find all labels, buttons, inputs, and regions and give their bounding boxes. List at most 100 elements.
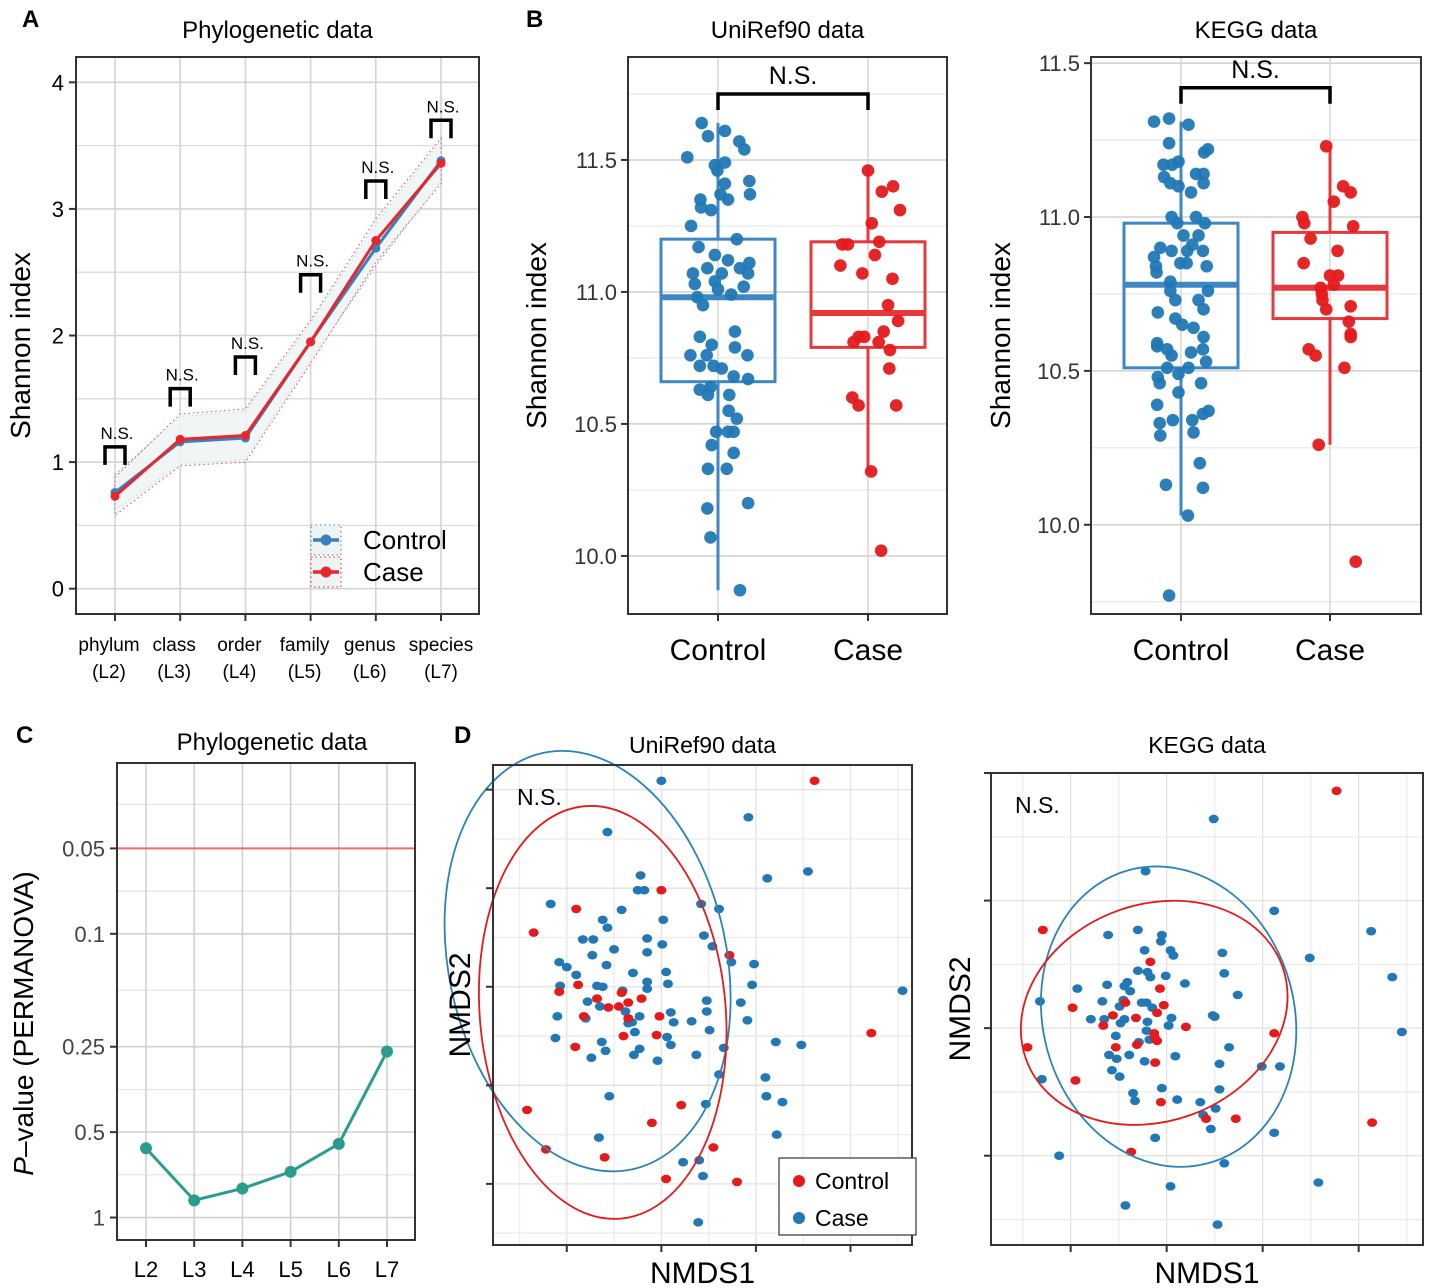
data-point-control xyxy=(592,994,603,1003)
data-point-control xyxy=(1196,481,1210,495)
data-point-case xyxy=(1274,1062,1285,1071)
data-point-case xyxy=(571,970,582,980)
data-point-case xyxy=(1106,1065,1117,1075)
data-point-case xyxy=(588,935,599,944)
data-point-case xyxy=(597,982,608,992)
chart-title: UniRef90 data xyxy=(711,17,865,44)
data-point-control xyxy=(1107,1011,1118,1020)
data-point-control xyxy=(701,502,714,515)
x-tick-label: L7 xyxy=(375,1257,399,1282)
data-point-control xyxy=(1197,330,1210,344)
data-point-control xyxy=(711,283,725,296)
data-point-control xyxy=(1200,259,1214,273)
data-point-case xyxy=(1304,953,1315,963)
data-point-control xyxy=(692,240,705,254)
data-point-case xyxy=(1179,979,1190,988)
data-point-control xyxy=(1164,176,1177,190)
plot-frame xyxy=(1090,56,1422,615)
data-point-case xyxy=(1139,1057,1150,1066)
data-point-case xyxy=(1331,244,1344,258)
data-point-control xyxy=(724,950,735,960)
data-point-pvalue xyxy=(188,1194,201,1207)
data-point-control xyxy=(1160,361,1174,375)
data-point-control xyxy=(680,151,694,164)
significance-label: N.S. xyxy=(231,334,264,353)
data-point-control xyxy=(1197,146,1211,159)
data-point-case xyxy=(1346,219,1360,233)
data-point-case xyxy=(1219,968,1230,978)
data-point-control xyxy=(727,425,740,439)
y-tick-label: 3 xyxy=(52,197,64,222)
data-point-control xyxy=(571,904,582,914)
x-tick-label-level: (L6) xyxy=(353,662,387,683)
legend-marker-control xyxy=(793,1175,805,1187)
chart-b-uniref90-boxplot: UniRef90 data N.S. 10.0 10.5 11.0 11.5 Control… xyxy=(521,17,948,667)
significance-bracket xyxy=(1179,86,1332,104)
data-point-control xyxy=(1172,367,1185,381)
legend-point-case xyxy=(320,566,332,578)
data-point-control xyxy=(741,267,755,280)
x-tick-label: L6 xyxy=(327,1257,351,1282)
data-point-control xyxy=(705,338,719,352)
data-point-case xyxy=(877,325,890,338)
data-point-case xyxy=(770,1037,781,1047)
data-point-case xyxy=(1297,256,1310,270)
data-point-case xyxy=(1338,361,1351,375)
data-point-control xyxy=(1172,386,1185,399)
data-point-case xyxy=(743,812,754,822)
chart-b-kegg-boxplot: KEGG data N.S. 10.0 10.5 11.0 11.5 Control Case… xyxy=(985,17,1422,667)
data-point-case xyxy=(1102,980,1113,990)
data-point-control xyxy=(1169,293,1182,307)
data-point-case xyxy=(627,968,638,978)
data-point-case xyxy=(1099,1014,1110,1024)
data-point-case xyxy=(1115,1018,1126,1028)
data-point-case xyxy=(1219,1159,1230,1168)
data-point-control xyxy=(738,143,751,156)
data-point-case xyxy=(1210,1104,1221,1113)
confidence-ellipse-case xyxy=(1040,865,1298,1168)
data-point-case xyxy=(642,977,653,987)
data-point-control xyxy=(701,462,715,476)
legend-label-case: Case xyxy=(815,1205,869,1231)
data-point-control xyxy=(695,116,708,130)
data-point-control xyxy=(1165,349,1178,362)
data-point-control xyxy=(741,372,755,386)
data-point-control xyxy=(1187,426,1200,439)
data-point-control xyxy=(1150,398,1164,412)
data-point-case xyxy=(609,945,620,954)
data-point-control xyxy=(1180,256,1193,270)
data-point-control xyxy=(1070,1076,1081,1085)
data-point-control xyxy=(623,998,634,1007)
box-control xyxy=(659,122,777,591)
data-point-case xyxy=(577,935,588,944)
x-tick-label: L4 xyxy=(230,1257,254,1282)
y-tick-label: 0.5 xyxy=(74,1120,105,1145)
data-point-case xyxy=(1217,948,1228,958)
data-point-control xyxy=(1164,284,1177,298)
data-point-control xyxy=(1197,176,1210,190)
data-point-control xyxy=(1201,1114,1212,1124)
data-point-control xyxy=(1182,361,1195,375)
y-tick-label: 11.0 xyxy=(1039,205,1080,230)
data-point-case xyxy=(864,465,878,478)
box-iqr xyxy=(659,237,777,384)
data-point-control xyxy=(1150,1034,1161,1043)
data-point-case xyxy=(678,1157,689,1167)
data-point-control xyxy=(1331,786,1342,796)
y-tick-label: 4 xyxy=(52,70,64,95)
data-point-pvalue xyxy=(140,1142,152,1155)
plot-frame xyxy=(627,56,948,615)
data-point-case xyxy=(747,980,758,990)
data-point-case xyxy=(635,871,646,880)
data-point-control xyxy=(1185,413,1199,427)
data-point-control xyxy=(715,362,729,375)
data-point-control xyxy=(730,232,744,246)
data-point-control xyxy=(1198,216,1212,230)
data-point-case xyxy=(596,1037,607,1047)
legend-label-case: Case xyxy=(363,557,424,587)
data-point-control xyxy=(701,388,715,402)
data-point-case xyxy=(639,885,650,895)
panel-letter-c: C xyxy=(16,722,34,749)
data-point-case xyxy=(1344,299,1357,313)
data-point-case xyxy=(1150,1133,1161,1143)
